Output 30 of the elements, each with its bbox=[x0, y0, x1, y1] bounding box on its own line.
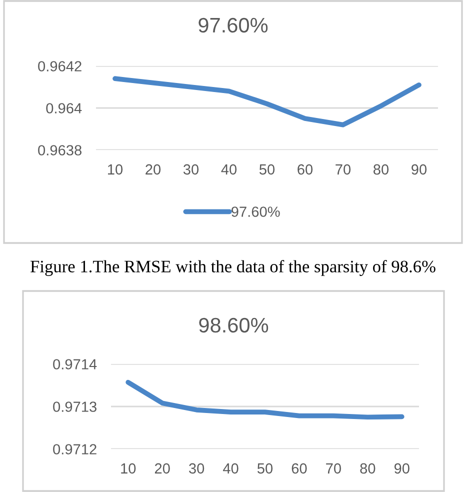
y-tick-label: 0.9714 bbox=[53, 359, 97, 370]
x-tick-label: 20 bbox=[146, 164, 161, 175]
y-tick-label: 0.9638 bbox=[38, 145, 82, 156]
x-tick-label: 70 bbox=[326, 463, 341, 474]
x-tick-label: 90 bbox=[394, 463, 410, 474]
x-tick-label: 20 bbox=[154, 463, 170, 474]
y-tick-label: 0.9712 bbox=[53, 444, 96, 454]
x-tick-label: 80 bbox=[374, 164, 389, 175]
x-tick-label: 80 bbox=[360, 463, 376, 474]
x-tick-label: 30 bbox=[189, 463, 204, 474]
x-tick-label: 50 bbox=[257, 463, 273, 474]
chart-title: 97.60% bbox=[198, 18, 268, 33]
x-tick-label: 60 bbox=[298, 164, 313, 175]
x-tick-label: 40 bbox=[221, 164, 237, 175]
y-tick-label: 0.9713 bbox=[53, 402, 96, 412]
x-tick-label: 50 bbox=[259, 164, 275, 175]
x-tick-label: 70 bbox=[336, 164, 351, 175]
caption: Figure 1.The RMSE with the data of the sparsity of 98.6% bbox=[30, 260, 436, 276]
x-tick-label: 30 bbox=[183, 164, 199, 175]
x-tick-label: 60 bbox=[292, 463, 307, 474]
x-tick-label: 40 bbox=[223, 463, 238, 474]
y-tick-label: 0.9642 bbox=[38, 61, 82, 72]
line-series bbox=[126, 380, 404, 420]
legend-label: 97.60% bbox=[232, 206, 280, 217]
x-tick-label: 90 bbox=[412, 164, 427, 175]
x-tick-label: 10 bbox=[108, 164, 123, 175]
x-tick-label: 10 bbox=[121, 463, 136, 474]
line-series bbox=[112, 76, 422, 128]
chart-title: 98.60% bbox=[199, 318, 268, 333]
y-tick-label: 0.964 bbox=[46, 103, 82, 114]
